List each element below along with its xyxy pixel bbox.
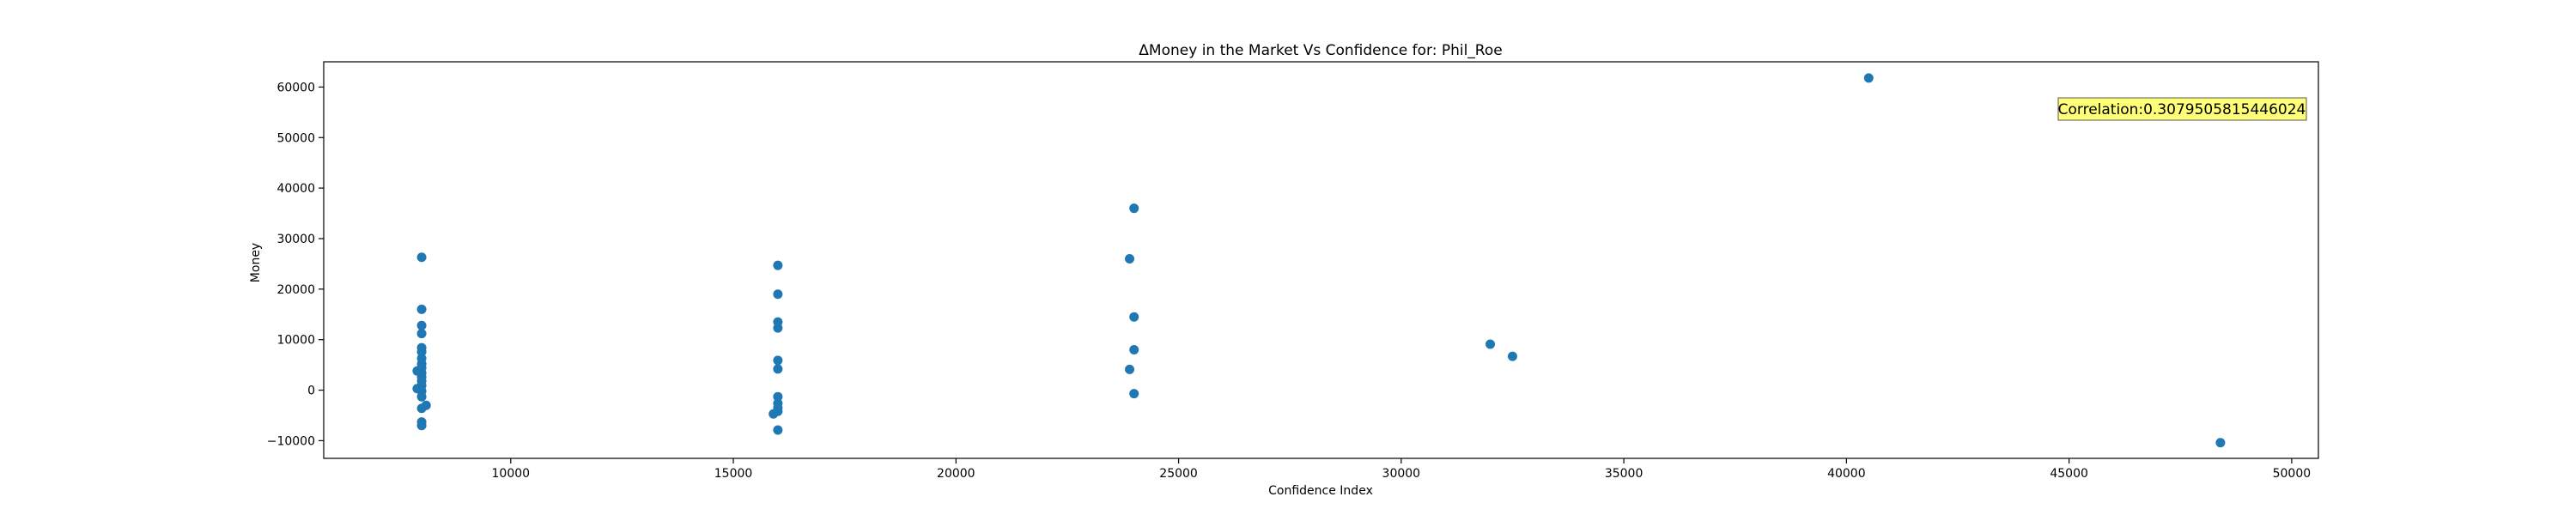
data-point: [416, 421, 427, 431]
x-tick-label: 45000: [2050, 467, 2088, 481]
x-tick-label: 10000: [492, 467, 531, 481]
data-point: [773, 364, 783, 374]
data-point: [1129, 389, 1139, 399]
data-points: [412, 73, 2226, 448]
y-tick-label: 20000: [276, 283, 315, 297]
data-point: [2215, 438, 2226, 448]
data-point: [773, 355, 783, 366]
data-point: [1485, 339, 1496, 349]
data-point: [416, 391, 427, 402]
data-point: [773, 260, 783, 270]
y-tick-label: −10000: [267, 434, 315, 448]
data-point: [1507, 351, 1517, 361]
correlation-annotation: Correlation:0.3079505815446024: [2058, 101, 2306, 118]
data-point: [1129, 203, 1139, 214]
data-point: [416, 347, 427, 357]
x-tick-label: 30000: [1382, 467, 1421, 481]
x-tick-label: 20000: [937, 467, 975, 481]
y-tick-label: 10000: [276, 334, 315, 348]
x-axis-label: Confidence Index: [1268, 484, 1373, 498]
y-tick-label: 40000: [276, 182, 315, 196]
x-tick-label: 50000: [2273, 467, 2312, 481]
data-point: [1129, 344, 1139, 354]
data-point: [416, 329, 427, 339]
data-point: [416, 403, 427, 414]
chart-title: ΔMoney in the Market Vs Confidence for: …: [1139, 42, 1502, 59]
x-tick-label: 15000: [714, 467, 753, 481]
data-point: [773, 323, 783, 333]
x-tick-label: 35000: [1605, 467, 1643, 481]
data-point: [773, 391, 783, 402]
data-point: [769, 409, 779, 419]
data-point: [416, 304, 427, 314]
plot-area: 10000 15000 20000 25000 30000 35000 40000 45000…: [267, 61, 2319, 481]
y-tick-label: 0: [307, 385, 315, 398]
data-point: [773, 289, 783, 300]
data-point: [1863, 73, 1874, 83]
data-point: [1125, 254, 1135, 264]
data-point: [1125, 364, 1135, 374]
y-tick-label: 30000: [276, 233, 315, 246]
data-point: [773, 425, 783, 435]
data-point: [1129, 312, 1139, 322]
axes-frame: [323, 61, 2319, 459]
y-tick-label: 60000: [276, 81, 315, 94]
x-tick-label: 25000: [1159, 467, 1198, 481]
y-tick-label: 50000: [276, 131, 315, 145]
data-point: [416, 320, 427, 330]
y-axis-label: Money: [249, 243, 263, 282]
data-point: [416, 252, 427, 263]
correlation-box: [2057, 97, 2307, 121]
x-tick-label: 40000: [1827, 467, 1866, 481]
